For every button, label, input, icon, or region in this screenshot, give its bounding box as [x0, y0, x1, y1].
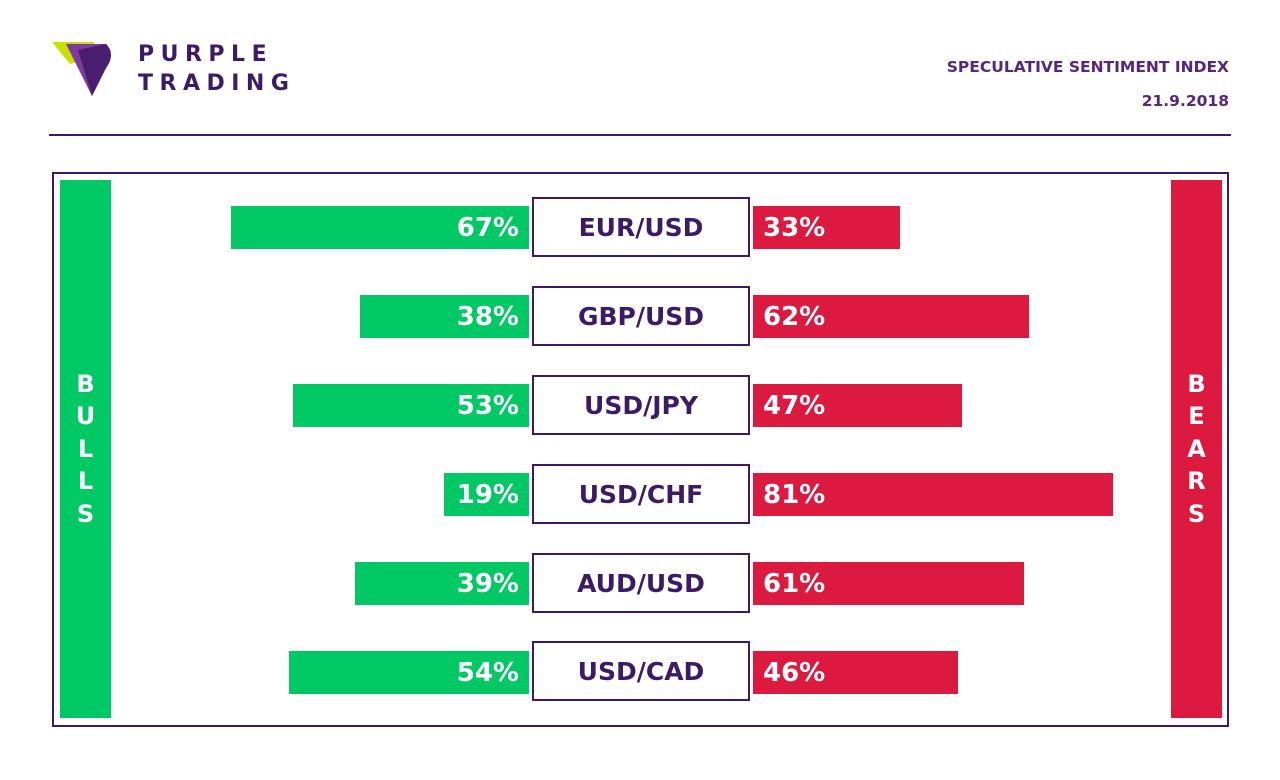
bear-value-label: 33%: [763, 212, 826, 243]
bear-bar: 47%: [753, 384, 963, 427]
bull-value-label: 54%: [456, 657, 519, 688]
bulls-letter: S: [76, 499, 95, 528]
bulls-letter: L: [77, 434, 94, 463]
bears-letter: S: [1187, 499, 1206, 528]
purple-trading-logo: [52, 42, 111, 96]
bear-value-label: 47%: [763, 390, 826, 421]
bull-bar: 19%: [444, 473, 529, 516]
brand-wordmark: PURPLE TRADING: [138, 40, 295, 98]
brand-line-1: PURPLE: [138, 42, 274, 67]
bear-bar: 81%: [753, 473, 1114, 516]
bear-value-label: 46%: [763, 657, 826, 688]
bear-value-label: 81%: [763, 479, 826, 510]
bears-letter: A: [1187, 434, 1206, 463]
report-title: SPECULATIVE SENTIMENT INDEX: [946, 58, 1229, 76]
bulls-letter: L: [77, 467, 94, 496]
currency-pair-label: USD/CAD: [532, 641, 750, 701]
bear-bar: 46%: [753, 651, 958, 694]
bull-value-label: 19%: [456, 479, 519, 510]
currency-pair-label: EUR/USD: [532, 197, 750, 257]
bull-value-label: 38%: [456, 301, 519, 332]
bears-side-label: B E A R S: [1171, 180, 1222, 718]
bull-value-label: 67%: [456, 212, 519, 243]
bull-bar: 39%: [355, 562, 529, 605]
currency-pair-label: GBP/USD: [532, 286, 750, 346]
bull-bar: 67%: [230, 206, 529, 249]
currency-pair-label: USD/JPY: [532, 375, 750, 435]
chart-frame: [52, 172, 1229, 727]
bulls-letter: B: [76, 369, 95, 398]
header-divider: [49, 134, 1231, 136]
bear-bar: 62%: [753, 295, 1029, 338]
bears-letter: E: [1188, 402, 1205, 431]
bear-bar: 61%: [753, 562, 1025, 605]
bull-bar: 54%: [288, 651, 529, 694]
currency-pair-label: AUD/USD: [532, 553, 750, 613]
bull-bar: 38%: [359, 295, 529, 338]
bears-letter: R: [1187, 467, 1206, 496]
brand-line-2: TRADING: [138, 71, 296, 96]
bull-value-label: 53%: [456, 390, 519, 421]
bulls-side-label: B U L L S: [60, 180, 111, 718]
logo-dark-shape: [78, 44, 111, 96]
bull-value-label: 39%: [456, 568, 519, 599]
bear-bar: 33%: [753, 206, 900, 249]
bears-letter: B: [1187, 369, 1206, 398]
bear-value-label: 61%: [763, 568, 826, 599]
bear-value-label: 62%: [763, 301, 826, 332]
bull-bar: 53%: [293, 384, 529, 427]
report-date: 21.9.2018: [1141, 92, 1229, 110]
bulls-letter: U: [75, 402, 96, 431]
currency-pair-label: USD/CHF: [532, 464, 750, 524]
